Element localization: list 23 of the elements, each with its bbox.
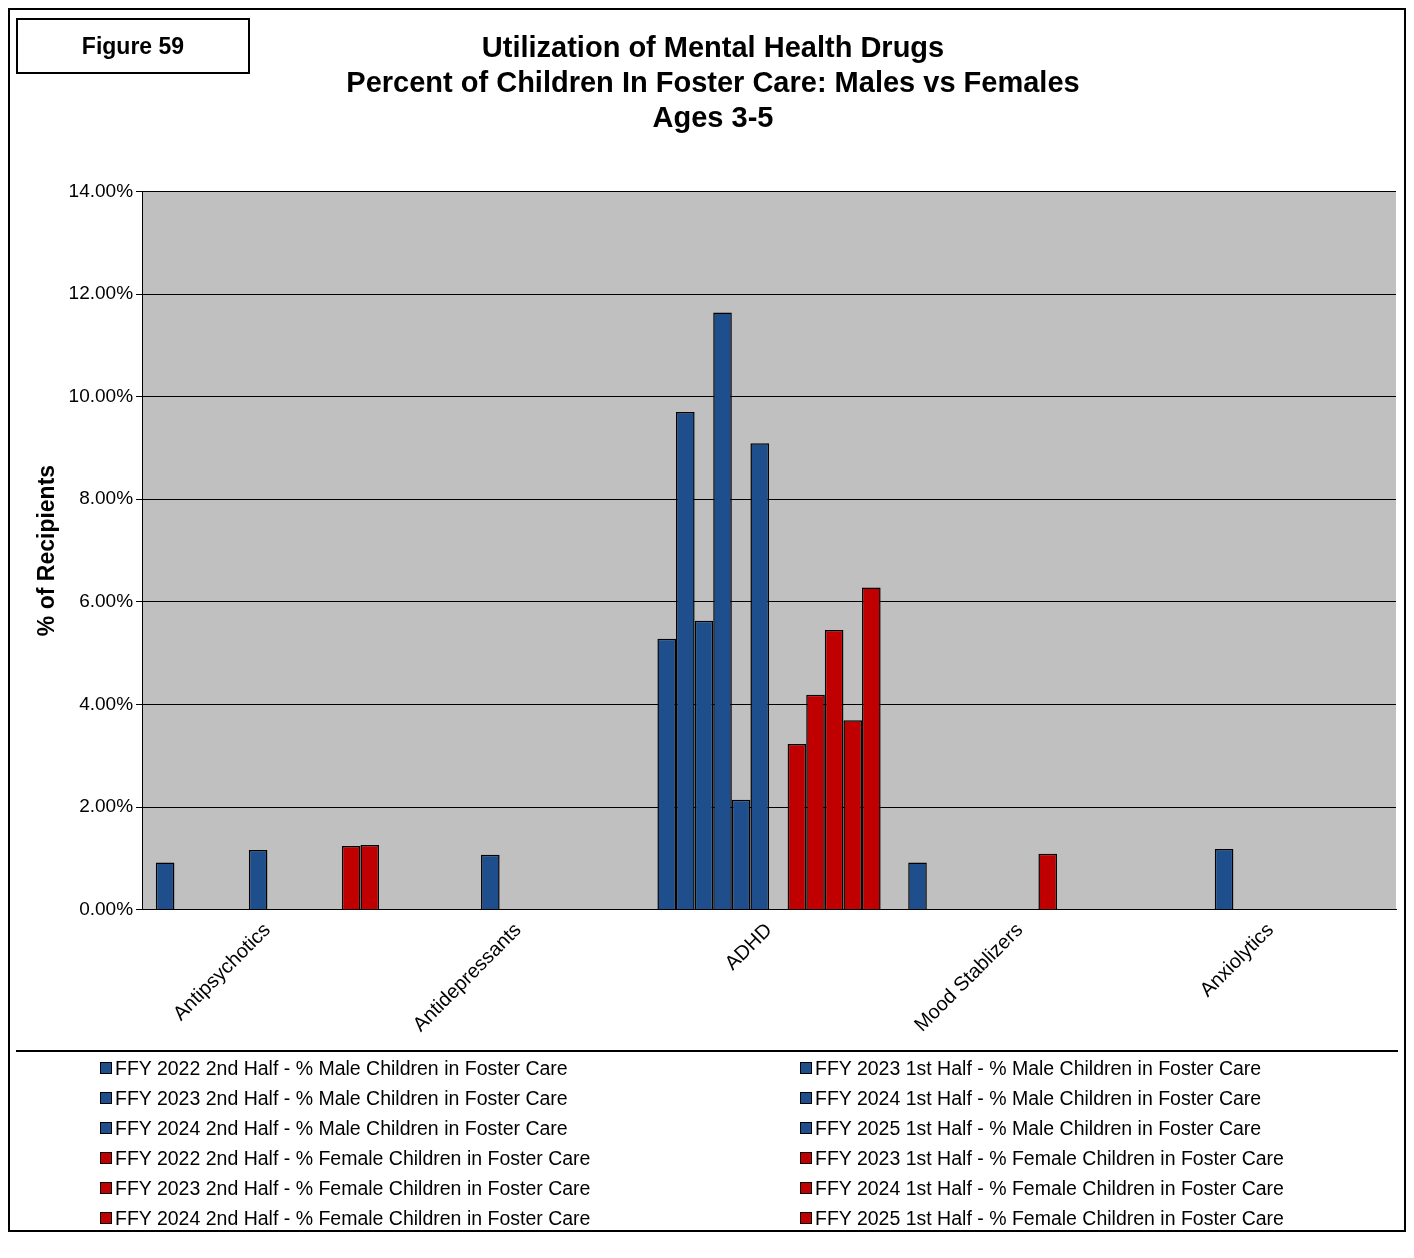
legend-label: FFY 2023 1st Half - % Female Children in Foster Care: [815, 1146, 1284, 1170]
legend-label: FFY 2023 2nd Half - % Male Children in Foster Care: [115, 1086, 568, 1110]
legend-label: FFY 2024 1st Half - % Female Children in Foster Care: [815, 1176, 1284, 1200]
legend-label: FFY 2025 1st Half - % Male Children in Foster Care: [815, 1116, 1262, 1140]
chart-title: Utilization of Mental Health Drugs Percent of Children In Foster Care: Males vs Females Ages 3-5: [346, 31, 1080, 133]
y-tick-label: 0.00%: [79, 897, 134, 919]
legend-label: FFY 2022 2nd Half - % Male Children in Foster Care: [115, 1056, 568, 1080]
legend-label: FFY 2025 1st Half - % Female Children in Foster Care: [815, 1206, 1284, 1230]
legend-label: FFY 2022 2nd Half - % Female Children in Foster Care: [115, 1146, 591, 1170]
y-tick-label: 4.00%: [79, 692, 134, 714]
y-tick-label: 2.00%: [79, 795, 134, 817]
y-tick-label: 6.00%: [79, 590, 134, 612]
y-tick-label: 8.00%: [79, 487, 134, 509]
legend-label: FFY 2024 2nd Half - % Male Children in Foster Care: [115, 1116, 568, 1140]
y-axis-title: % of Recipients: [33, 464, 60, 637]
caption: Figure 59: [16, 18, 250, 74]
y-tick-label: 10.00%: [68, 384, 134, 406]
y-tick-label: 14.00%: [68, 179, 134, 201]
legend-label: FFY 2024 1st Half - % Male Children in Foster Care: [815, 1086, 1262, 1110]
legend-label: FFY 2024 2nd Half - % Female Children in Foster Care: [115, 1206, 591, 1230]
legend-label: FFY 2023 2nd Half - % Female Children in Foster Care: [115, 1176, 591, 1200]
y-tick-label: 12.00%: [68, 282, 134, 304]
legend-label: FFY 2023 1st Half - % Male Children in Foster Care: [815, 1056, 1262, 1080]
